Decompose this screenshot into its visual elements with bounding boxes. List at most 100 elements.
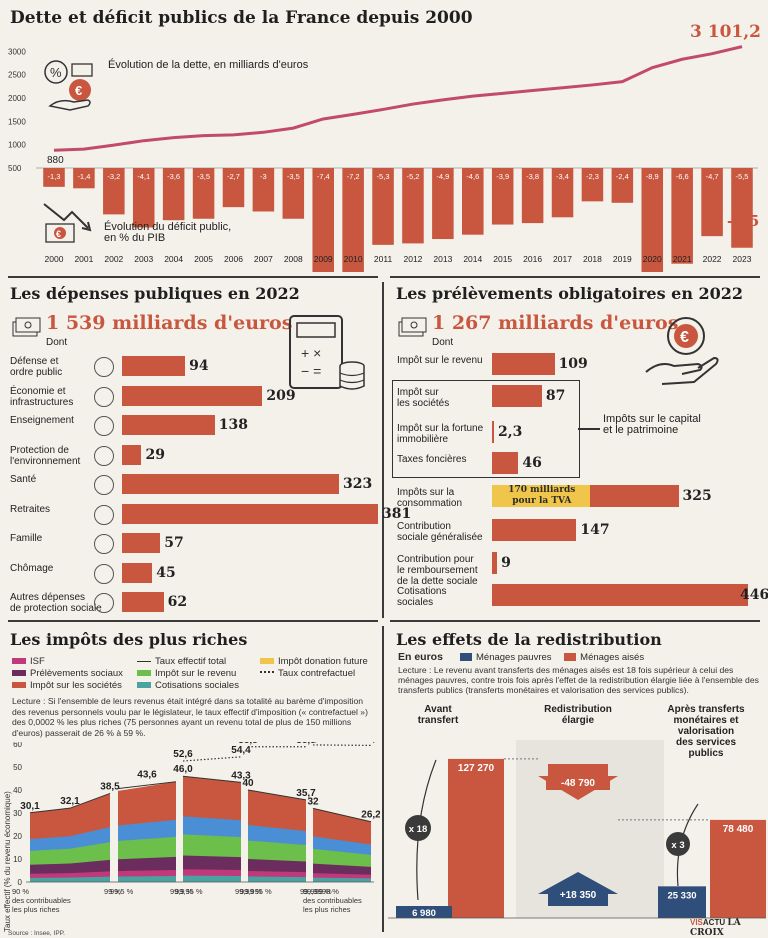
deficit-bar (701, 168, 723, 237)
capital-group-label: Impôts sur le capital et le patrimoine (603, 413, 701, 436)
legend-swatch-ir (137, 670, 151, 677)
deficit-bar-label: -4,7 (706, 172, 719, 181)
deficit-bar-label: -3,9 (496, 172, 509, 181)
group-start-label: 99,95 % (175, 887, 203, 896)
x-tick-label: 2002 (104, 254, 123, 264)
euro-coin-hand-icon: € (642, 312, 722, 397)
deficit-bar (521, 168, 544, 224)
up-arrow-pauvres (538, 872, 618, 906)
deficit-bar (462, 168, 484, 235)
depense-value: 62 (167, 594, 188, 610)
depense-bar (122, 385, 263, 406)
y-tick-label: 50 (13, 763, 22, 772)
depense-value: 94 (189, 358, 209, 374)
column-header: monétaires et (673, 715, 739, 726)
column-header: Avant (424, 704, 452, 715)
deficit-bar (73, 168, 95, 189)
depense-value: 138 (218, 417, 248, 433)
x-tick-label: 2013 (433, 254, 452, 264)
deficit-bar-label: -7,4 (317, 172, 330, 181)
svg-text:− =: − = (301, 363, 321, 379)
depense-value: 29 (145, 446, 165, 463)
x-tick-label: 2012 (403, 254, 422, 264)
deficit-bar (342, 168, 364, 272)
deficit-bar (192, 168, 215, 219)
effectif-value-label: 32,1 (60, 796, 80, 807)
legend-swatch-isf (12, 658, 26, 665)
prelevement-value: 9 (501, 555, 511, 571)
svg-text:€: € (75, 83, 82, 98)
prelevement-value: 87 (545, 388, 566, 404)
y-tick-label: 0 (18, 878, 23, 887)
y-tick-label: 20 (13, 832, 22, 841)
x-tick-label: 2015 (493, 254, 512, 264)
prelevement-label: Contribution pour le remboursement de la… (397, 554, 478, 587)
depense-value: 381 (382, 505, 412, 522)
prelevement-bar (492, 519, 577, 541)
ratio-badge (666, 832, 690, 856)
svg-text:+ ×: + × (301, 345, 321, 361)
deficit-bar (731, 168, 753, 248)
group-end-label: 99,99 % (235, 887, 263, 896)
tva-bar (492, 485, 590, 507)
bar-pauvres-avant (396, 906, 452, 918)
deficit-bar-label: -4,1 (137, 172, 150, 181)
bar-aises-apres (710, 819, 766, 918)
deficit-bar (43, 168, 65, 187)
y-tick-label: 60 (13, 742, 22, 749)
deficit-bar (372, 168, 394, 245)
depenses-dont: Dont (46, 337, 68, 348)
y-tick-label: 1000 (8, 141, 26, 150)
depense-bar (122, 415, 215, 435)
legend-swatch-pauvres (460, 653, 472, 662)
deficit-bar (282, 168, 305, 219)
depense-value: 323 (343, 476, 373, 492)
banknotes-icon (12, 316, 42, 343)
calculator-icon: + × − = (288, 314, 368, 399)
effectif-value-label: 43,3 (231, 770, 251, 781)
bar-aises-avant (448, 758, 504, 918)
depense-label: Économie et infrastructures (10, 385, 74, 408)
depense-bar (122, 444, 142, 465)
column-header: élargie (562, 715, 595, 726)
group-start-label: les plus riches (303, 905, 351, 914)
prelevement-bar (492, 584, 748, 606)
prelevement-value: 2,3 (498, 424, 523, 440)
deficit-bar-label: -4,6 (466, 172, 479, 181)
value-pauvres-apres: 25 330 (667, 890, 696, 901)
riches-area-chart: 0 10 20 30 40 50 60 Taux effectif (% du revenu … (3, 742, 380, 932)
tax-layer-area (248, 876, 306, 882)
deficit-bar-label: -1,3 (48, 172, 61, 181)
svg-text:%: % (50, 65, 62, 80)
effectif-value-label: 35,7 (296, 788, 316, 799)
prelevement-bar (492, 421, 494, 443)
bar-pauvres-apres (658, 886, 706, 918)
depense-bar (122, 533, 161, 553)
divider (8, 276, 378, 278)
x-tick-label: 2003 (134, 254, 153, 264)
y-tick-label: 1500 (8, 117, 26, 126)
effectif-value-label: 46,0 (173, 764, 193, 775)
deficit-bar-label: -5,5 (736, 172, 749, 181)
deficit-bar-label: -3,4 (556, 172, 569, 181)
deficit-bar-label: -2,4 (616, 172, 629, 181)
divider (390, 620, 760, 622)
prelevement-bar (492, 353, 555, 375)
section-title-riches: Les impôts des plus riches (10, 630, 248, 649)
logo-vis: VIS (690, 918, 703, 927)
prelevements-dont: Dont (432, 337, 454, 348)
column-header: valorisation (678, 726, 734, 737)
prelevement-value: 109 (558, 356, 588, 372)
deficit-bar-label: -4,9 (436, 172, 449, 181)
deficit-bar-label: -2,7 (227, 172, 240, 181)
value-pauvres-avant: 6 980 (412, 908, 436, 919)
legend-aises: Ménages aisés (580, 652, 645, 663)
ratio-badge (405, 815, 431, 841)
deficit-bar (132, 168, 155, 228)
deficit-bar-label: -3,5 (287, 172, 300, 181)
x-tick-label: 2023 (733, 254, 752, 264)
x-tick-label: 2022 (703, 254, 722, 264)
group-start-label: 99,995 % (240, 887, 272, 896)
down-arrow-body (546, 776, 610, 790)
